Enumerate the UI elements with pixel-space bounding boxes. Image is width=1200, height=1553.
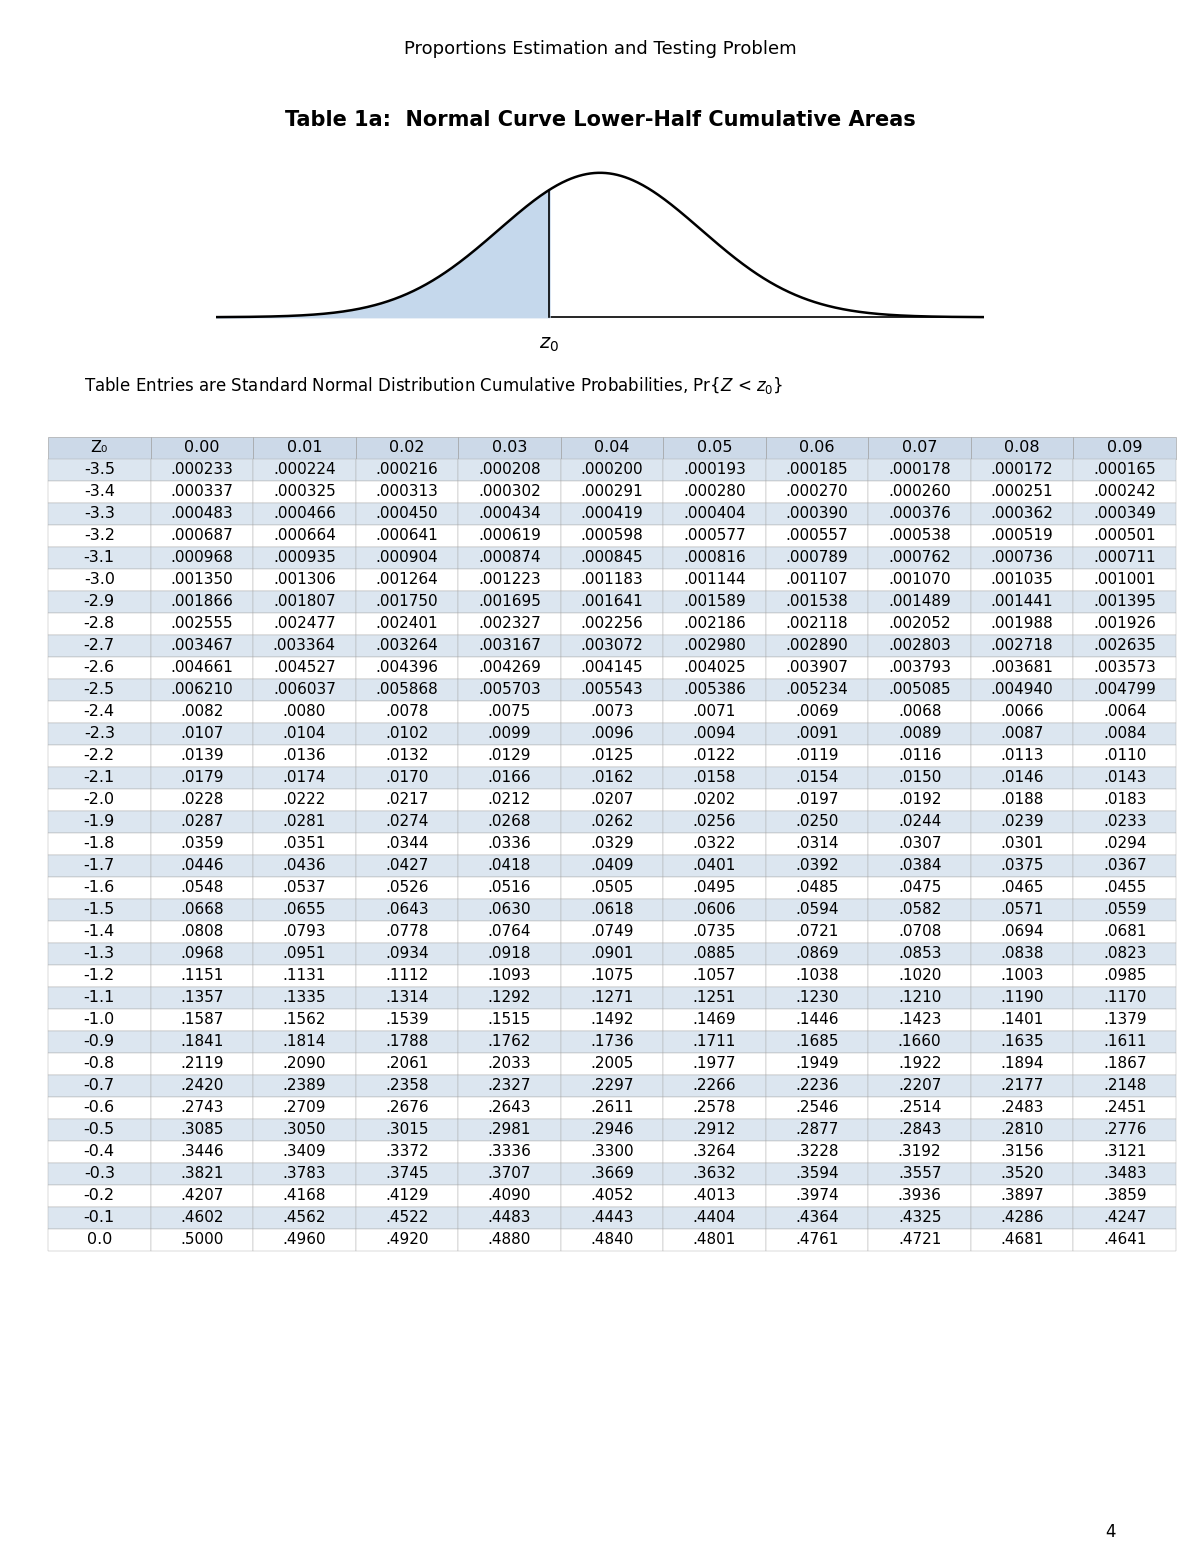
Text: Table Entries are Standard Normal Distribution Cumulative Probabilities, Pr{$Z$ : Table Entries are Standard Normal Distri… xyxy=(84,374,784,396)
Text: Table 1a:  Normal Curve Lower-Half Cumulative Areas: Table 1a: Normal Curve Lower-Half Cumula… xyxy=(284,110,916,130)
Text: Proportions Estimation and Testing Problem: Proportions Estimation and Testing Probl… xyxy=(403,40,797,57)
Text: 4: 4 xyxy=(1105,1522,1116,1541)
Text: $z_0$: $z_0$ xyxy=(540,335,559,354)
